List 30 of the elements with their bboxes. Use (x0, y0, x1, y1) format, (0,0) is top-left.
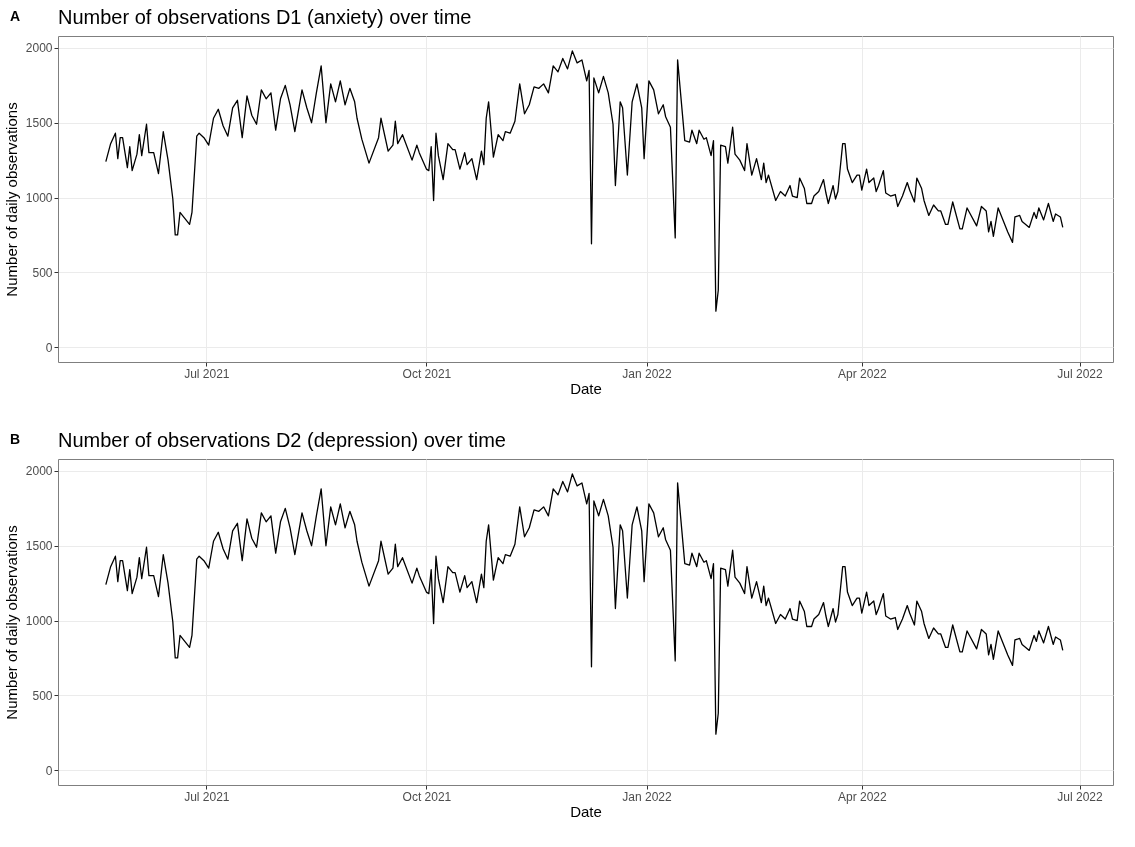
y-tick-label: 500 (32, 265, 53, 280)
y-tick-label: 1500 (25, 539, 53, 554)
x-axis-title: Date (570, 379, 602, 397)
text: A (10, 8, 21, 24)
y-tick-label: 1000 (25, 614, 53, 628)
y-axis-title: Number of daily observations (2, 102, 20, 297)
y-axis-title: Number of daily observations (2, 525, 20, 720)
y-tick-label: 0 (45, 340, 53, 355)
x-tick-label: Jul 2022 (1057, 366, 1104, 381)
chart-title: Number of observations D2 (depression) over time (58, 429, 506, 451)
text: B (10, 431, 21, 447)
y-tick-label: 0 (45, 763, 53, 778)
line-series (105, 473, 1064, 735)
y-tick-label: 1000 (25, 191, 53, 205)
x-tick-label: Jan 2022 (622, 366, 673, 381)
x-tick-label: Jan 2022 (622, 789, 673, 804)
x-tick-label: Jul 2022 (1057, 789, 1104, 804)
chart-title: Number of observations D1 (anxiety) over time (58, 6, 472, 28)
x-tick-label: Jul 2021 (184, 366, 230, 381)
y-tick-label: 2000 (25, 464, 53, 479)
y-tick-label: 500 (32, 688, 53, 703)
y-tick-label: 1500 (25, 116, 53, 131)
x-tick-label: Oct 2021 (402, 789, 452, 804)
y-tick-label: 2000 (25, 41, 53, 56)
x-axis-title: Date (570, 802, 602, 820)
line-series (105, 50, 1064, 312)
x-tick-label: Jul 2021 (184, 789, 230, 804)
x-tick-label: Apr 2022 (837, 366, 887, 381)
x-tick-label: Apr 2022 (837, 789, 887, 804)
x-tick-label: Oct 2021 (402, 366, 452, 381)
